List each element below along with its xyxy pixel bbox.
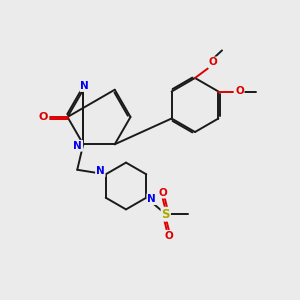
Text: O: O [39, 112, 48, 122]
Text: O: O [158, 188, 167, 198]
Text: N: N [74, 141, 82, 151]
Text: O: O [208, 57, 217, 68]
Text: N: N [96, 166, 105, 176]
Text: N: N [80, 81, 89, 91]
Text: O: O [164, 231, 173, 241]
Text: S: S [161, 208, 170, 221]
Text: N: N [147, 194, 156, 204]
Text: O: O [235, 86, 244, 97]
